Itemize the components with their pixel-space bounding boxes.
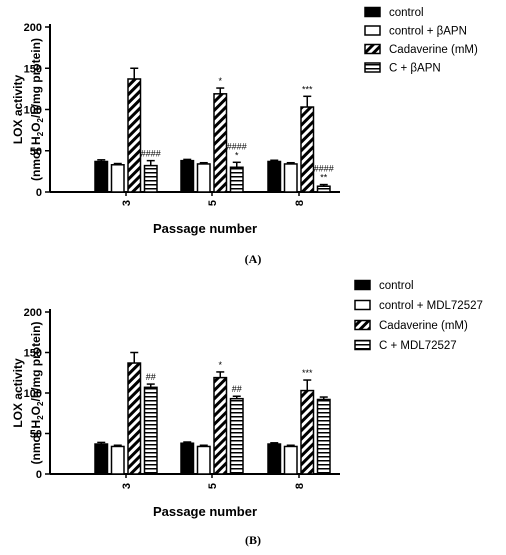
y-axis-label-part: /h/mg protein) (29, 38, 43, 118)
bar (267, 443, 282, 475)
x-tick-label: 3 (121, 483, 133, 489)
legend-swatch (364, 43, 381, 55)
legend-swatch (354, 319, 371, 331)
y-axis-label-units: (nmol H2O2/h/mg protein) (29, 322, 45, 465)
bar (180, 442, 195, 475)
y-axis-label: LOX activity (11, 358, 25, 428)
y-tick-label: 150 (24, 63, 42, 75)
bar (229, 397, 244, 475)
panel-label: (B) (245, 533, 261, 547)
bar (110, 164, 125, 193)
legend-label: control + MDL72527 (379, 300, 483, 312)
legend-label: C + MDL72527 (379, 340, 457, 352)
y-tick-label: 200 (24, 22, 42, 34)
legend-swatch (354, 339, 371, 351)
bar (196, 163, 211, 193)
bar (213, 376, 228, 475)
x-tick-label: 5 (207, 483, 219, 489)
y-tick-label: 0 (36, 187, 42, 199)
y-tick-label: 100 (24, 388, 42, 400)
y-tick-label: 50 (30, 146, 42, 158)
legend-label: control + βAPN (389, 26, 467, 38)
significance-marker: #### (227, 141, 247, 151)
bar (94, 160, 109, 193)
bar (94, 443, 109, 475)
bar (300, 106, 315, 193)
legend-label: Cadaverine (mM) (379, 320, 468, 332)
significance-marker: *** (302, 84, 313, 94)
x-tick-label: 5 (207, 200, 219, 206)
bar (196, 445, 211, 475)
x-axis-label: Passage number (153, 504, 257, 519)
significance-marker: ## (232, 384, 242, 394)
bar (283, 163, 298, 193)
x-tick-label: 3 (121, 200, 133, 206)
y-tick-label: 100 (24, 105, 42, 117)
bar (127, 78, 142, 193)
y-axis-label-part: /h/mg protein) (29, 322, 43, 402)
significance-marker: #### (314, 164, 334, 174)
y-tick-label: 50 (30, 429, 42, 441)
x-axis-label: Passage number (153, 221, 257, 236)
significance-marker: * (218, 360, 222, 370)
bar (229, 166, 244, 193)
y-axis-label-part: O (29, 406, 43, 415)
y-axis-label-subscript: 2 (36, 117, 45, 122)
y-tick-label: 200 (24, 307, 42, 319)
bar (300, 389, 315, 475)
significance-marker: ** (320, 173, 328, 183)
legend-label: Cadaverine (mM) (389, 44, 478, 56)
legend-swatch (354, 279, 371, 291)
significance-marker: *** (302, 368, 313, 378)
legend-swatch (364, 62, 381, 73)
bar (180, 159, 195, 193)
bar (110, 445, 125, 475)
significance-marker: * (235, 150, 239, 160)
y-axis-label-part: (nmol H (29, 420, 43, 465)
significance-marker: ## (146, 372, 156, 382)
legend-label: control (389, 7, 424, 19)
y-tick-label: 150 (24, 348, 42, 360)
x-tick-label: 8 (294, 483, 306, 489)
legend-label: control (379, 280, 414, 292)
y-axis-label-part: O (29, 122, 43, 131)
significance-marker: * (218, 76, 222, 86)
legend-swatch (354, 299, 371, 311)
y-axis-label-part: (nmol H (29, 136, 43, 181)
bar (267, 160, 282, 193)
bar (127, 362, 142, 475)
y-axis-label-units: (nmol H2O2/h/mg protein) (29, 38, 45, 181)
bar (316, 185, 331, 193)
y-tick-label: 0 (36, 469, 42, 481)
bar (213, 93, 228, 193)
legend-swatch (364, 25, 381, 36)
x-tick-label: 8 (294, 200, 306, 206)
bar (316, 398, 331, 475)
significance-marker: #### (141, 149, 161, 159)
legend-swatch (364, 6, 381, 18)
bar (283, 445, 298, 475)
legend-label: C + βAPN (389, 63, 441, 75)
bar (143, 386, 158, 475)
y-axis-label-subscript: 2 (36, 415, 45, 420)
y-axis-label-subscript: 2 (36, 131, 45, 136)
panel-label: (A) (245, 252, 262, 266)
y-axis-label-subscript: 2 (36, 401, 45, 406)
bar (143, 164, 158, 193)
y-axis-label: LOX activity (11, 74, 25, 144)
